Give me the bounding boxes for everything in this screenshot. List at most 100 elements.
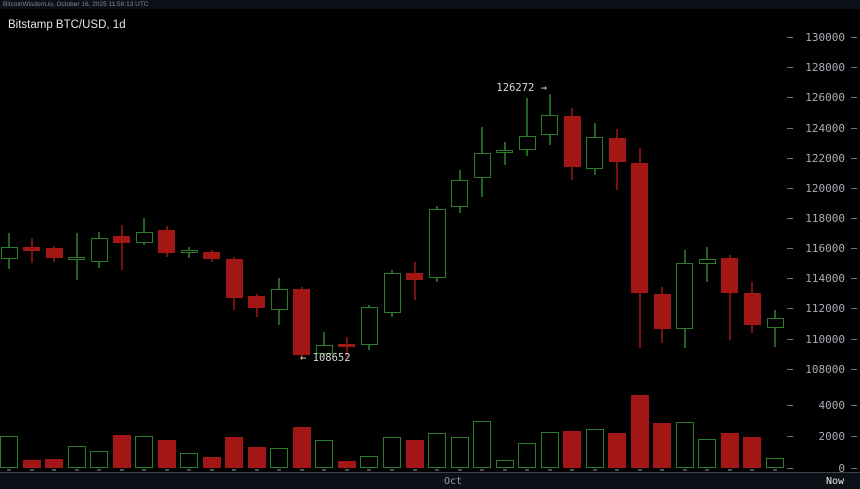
time-axis-tick	[750, 469, 755, 471]
time-axis-tick	[390, 469, 394, 471]
time-axis-tick	[480, 469, 485, 471]
volume-bar	[675, 422, 694, 468]
time-axis-tick	[660, 469, 665, 471]
volume-bar	[383, 437, 401, 468]
price-axis-label: 112000	[805, 302, 845, 316]
volume-bar	[563, 430, 582, 468]
axis-tick	[787, 67, 793, 69]
time-axis-tick	[682, 469, 687, 471]
axis-tick	[787, 127, 793, 129]
axis-tick	[851, 97, 857, 99]
candle-body	[225, 259, 243, 298]
volume-bar	[608, 433, 627, 468]
time-axis-tick	[637, 469, 642, 471]
axis-tick	[851, 67, 857, 69]
low-price-annotation: ← 108652	[300, 352, 351, 364]
candle-body	[293, 288, 311, 355]
axis-tick	[787, 187, 793, 189]
candle-body	[23, 247, 41, 251]
volume-bar	[518, 442, 537, 468]
candle-body	[451, 180, 469, 208]
candle-wick	[323, 332, 326, 356]
time-axis-tick	[705, 469, 710, 471]
volume-bar	[653, 423, 672, 468]
volume-bar	[585, 428, 604, 468]
time-axis-tick	[412, 469, 417, 471]
candle-wick	[143, 217, 146, 245]
candle-body	[631, 163, 649, 294]
axis-tick	[787, 436, 793, 437]
candle-body	[473, 152, 491, 178]
price-axis-label: 122000	[805, 151, 845, 165]
axis-tick	[787, 37, 793, 39]
candle-body	[743, 293, 761, 325]
volume-axis-label: 2000	[818, 430, 846, 443]
chart-title: Bitstamp BTC/USD, 1d	[8, 19, 126, 31]
volume-bar	[337, 460, 356, 468]
price-axis-label: 128000	[805, 61, 845, 75]
time-axis-tick	[727, 469, 732, 471]
time-axis-tick	[142, 469, 147, 471]
volume-bar	[540, 431, 559, 468]
axis-tick	[851, 467, 857, 469]
price-axis-label: 130000	[805, 31, 845, 45]
volume-bar	[247, 446, 266, 468]
price-axis-label: 126000	[805, 91, 845, 105]
time-axis-tick	[502, 469, 507, 471]
candle-body	[270, 288, 288, 310]
volume-bar	[270, 448, 289, 468]
axis-tick	[787, 248, 793, 250]
volume-bar	[698, 438, 717, 468]
price-axis-label: 124000	[805, 121, 845, 135]
volume-bar	[743, 437, 762, 468]
candle-body	[45, 247, 63, 258]
candle-body	[676, 262, 694, 330]
candle-body	[113, 235, 131, 243]
candle-body	[586, 137, 604, 169]
candle-wick	[706, 247, 709, 282]
candlestick-chart[interactable]: 130000 128000 126000 124000 122000 120000 1180…	[0, 9, 860, 474]
axis-tick	[851, 217, 857, 219]
axis-tick	[851, 278, 857, 280]
candle-body	[383, 272, 401, 313]
candle-wick	[120, 225, 123, 270]
time-axis: Oct Now	[0, 472, 860, 489]
time-axis-tick	[547, 469, 552, 471]
now-label: Now	[825, 476, 844, 487]
volume-bar	[157, 440, 176, 468]
price-axis-label: 114000	[805, 272, 845, 286]
time-axis-tick	[367, 469, 372, 471]
candle-wick	[526, 97, 529, 156]
volume-bar	[292, 427, 311, 468]
candle-body	[90, 238, 108, 263]
candle-wick	[413, 262, 416, 300]
status-text: BitcoinWisdom.io, October 16, 2025 11:56…	[3, 1, 149, 8]
candle-body	[496, 149, 514, 153]
volume-bar	[180, 453, 199, 468]
volume-bar	[45, 458, 64, 468]
time-axis-tick	[525, 469, 530, 471]
candle-body	[698, 259, 716, 265]
candle-body	[315, 345, 333, 355]
time-axis-tick	[570, 469, 575, 471]
time-axis-tick	[187, 469, 192, 471]
axis-tick	[851, 187, 857, 189]
time-axis-tick	[97, 469, 102, 471]
volume-axis-label: 4000	[818, 398, 846, 412]
time-axis-tick	[164, 469, 169, 471]
candle-body	[563, 115, 581, 168]
axis-tick	[787, 467, 793, 469]
volume-bar	[720, 433, 739, 468]
candle-body	[518, 136, 536, 150]
candle-body	[0, 247, 18, 260]
candle-wick	[503, 142, 506, 165]
axis-tick	[787, 97, 793, 99]
price-axis-label: 110000	[805, 332, 845, 346]
volume-bar	[67, 445, 86, 468]
candle-body	[180, 250, 198, 254]
axis-tick	[787, 308, 793, 310]
time-axis-tick	[277, 469, 282, 471]
high-price-annotation: 126272 →	[496, 82, 547, 94]
candle-body	[248, 296, 266, 309]
